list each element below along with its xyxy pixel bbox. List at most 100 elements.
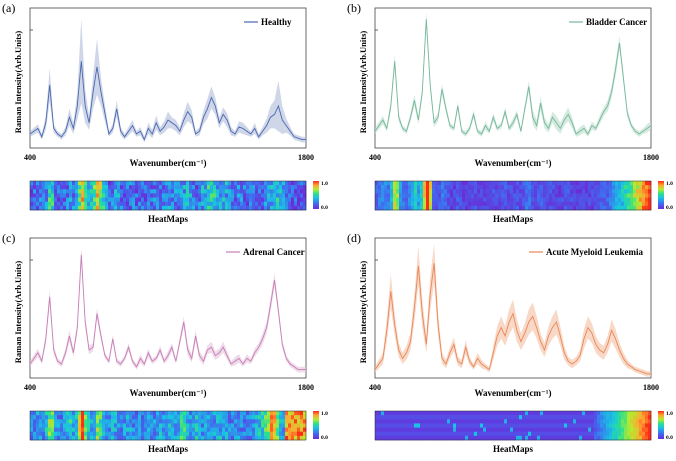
heatmap-cell [300,193,304,198]
heatmap-cell [174,189,178,194]
heatmap-cell [159,205,163,211]
heatmap-cell [405,197,409,203]
heatmap-cell [522,423,526,428]
heatmap-cell [291,427,295,433]
heatmap-cell [285,201,289,207]
heatmap-cell [612,415,616,420]
heatmap-cell [552,193,556,198]
heatmap-cell [69,435,73,441]
heatmap-cell [582,435,586,441]
heatmap-cell [378,201,382,207]
heatmap-cell [60,185,64,190]
heatmap-cell [120,427,124,433]
heatmap-cell [627,189,631,194]
heatmap-cell [447,411,451,416]
heatmap-cell [438,181,442,186]
heatmap-cell [225,431,229,437]
heatmap-cell [174,427,178,433]
heatmap-cell [609,423,613,428]
heatmap-cell [72,423,76,428]
heatmap-cell [276,435,280,441]
heatmap-cell [261,411,265,416]
heatmap-cell [588,423,592,428]
heatmap-cell [159,423,163,428]
heatmap-cell [393,197,397,203]
heatmap-cell [291,435,295,441]
heatmap-cell [288,185,292,190]
heatmap-cell [564,411,568,416]
heatmap-cell [159,431,163,437]
heatmap-cell [162,189,166,194]
heatmap-cell [540,431,544,437]
heatmap-cell [162,427,166,433]
heatmap-cell [423,423,427,428]
heatmap-cell [264,193,268,198]
heatmap-cell [297,181,301,186]
heatmap-cell [198,415,202,420]
heatmap-cell [264,189,268,194]
heatmap-cell [495,201,499,207]
heatmap-cell [540,419,544,424]
heatmap-cell [393,181,397,186]
heatmap-cell [60,419,64,424]
heatmap-cell [507,189,511,194]
heatmap-cell [381,201,385,207]
heatmap-cell [483,185,487,190]
heatmap-cell [276,419,280,424]
heatmap-cell [564,423,568,428]
heatmap-cell [378,419,382,424]
heatmap-cell [60,181,64,186]
heatmap-cell [189,197,193,203]
heatmap-cell [486,435,490,441]
heatmap-cell [387,411,391,416]
heatmap-cell [141,435,145,441]
heatmap-cell [519,189,523,194]
heatmap-cell [141,181,145,186]
heatmap-cell [621,427,625,433]
heatmap-cell [501,181,505,186]
heatmap-cell [510,427,514,433]
heatmap-cell [63,193,67,198]
heatmap-cell [510,181,514,186]
heatmap-cell [156,181,160,186]
plot-frame [29,237,307,379]
heatmap-cell [219,185,223,190]
heatmap-cell [639,201,643,207]
heatmap-cell [390,181,394,186]
heatmap-cell [381,185,385,190]
heatmap-cell [30,197,34,203]
heatmap-cell [195,415,199,420]
heatmap-cell [174,205,178,211]
heatmap-cell [225,205,229,211]
heatmap-cell [600,427,604,433]
heatmap-cell [624,427,628,433]
heatmap-cell [30,185,34,190]
heatmap-cell [543,435,547,441]
heatmap-cell [75,435,79,441]
heatmap-cell [102,415,106,420]
heatmap-cell [156,189,160,194]
heatmap-cell [228,419,232,424]
heatmap-cell [384,197,388,203]
heatmap-cell [201,435,205,441]
heatmap-cell [72,435,76,441]
heatmap-cell [267,435,271,441]
heatmap-cell [195,423,199,428]
heatmap-cell [267,181,271,186]
heatmap-cell [525,419,529,424]
heatmap-cell [381,197,385,203]
heatmap-cell [165,185,169,190]
heatmap-cell [240,185,244,190]
heatmap-cell [135,423,139,428]
heatmap-cell [393,415,397,420]
legend-label: Healthy [261,17,292,27]
heatmap-cell [519,197,523,203]
heatmap-cell [441,205,445,211]
heatmap-cell [564,201,568,207]
heatmap-cell [75,193,79,198]
heatmap-cell [573,201,577,207]
heatmap-cell [153,185,157,190]
heatmap-cell [495,415,499,420]
heatmap-cell [393,411,397,416]
heatmap-cell [54,205,58,211]
